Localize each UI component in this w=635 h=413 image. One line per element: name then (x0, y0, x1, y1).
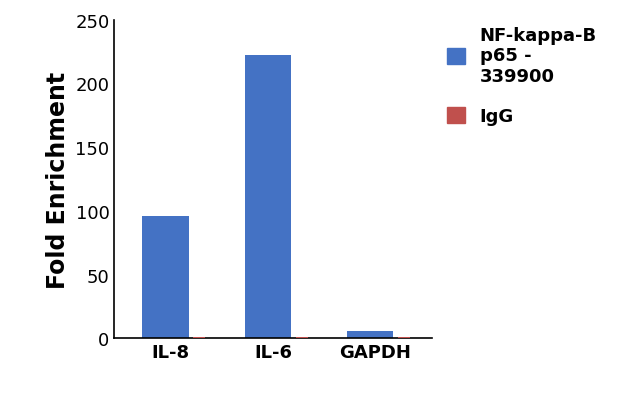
Bar (295, 337, 308, 339)
Y-axis label: Fold Enrichment: Fold Enrichment (46, 71, 70, 288)
Legend: NF-kappa-B
p65 -
339900, IgG: NF-kappa-B p65 - 339900, IgG (447, 26, 597, 126)
Bar (347, 331, 394, 339)
Bar (398, 337, 410, 339)
Bar (142, 216, 189, 339)
Bar (193, 337, 206, 339)
Bar (245, 56, 291, 339)
